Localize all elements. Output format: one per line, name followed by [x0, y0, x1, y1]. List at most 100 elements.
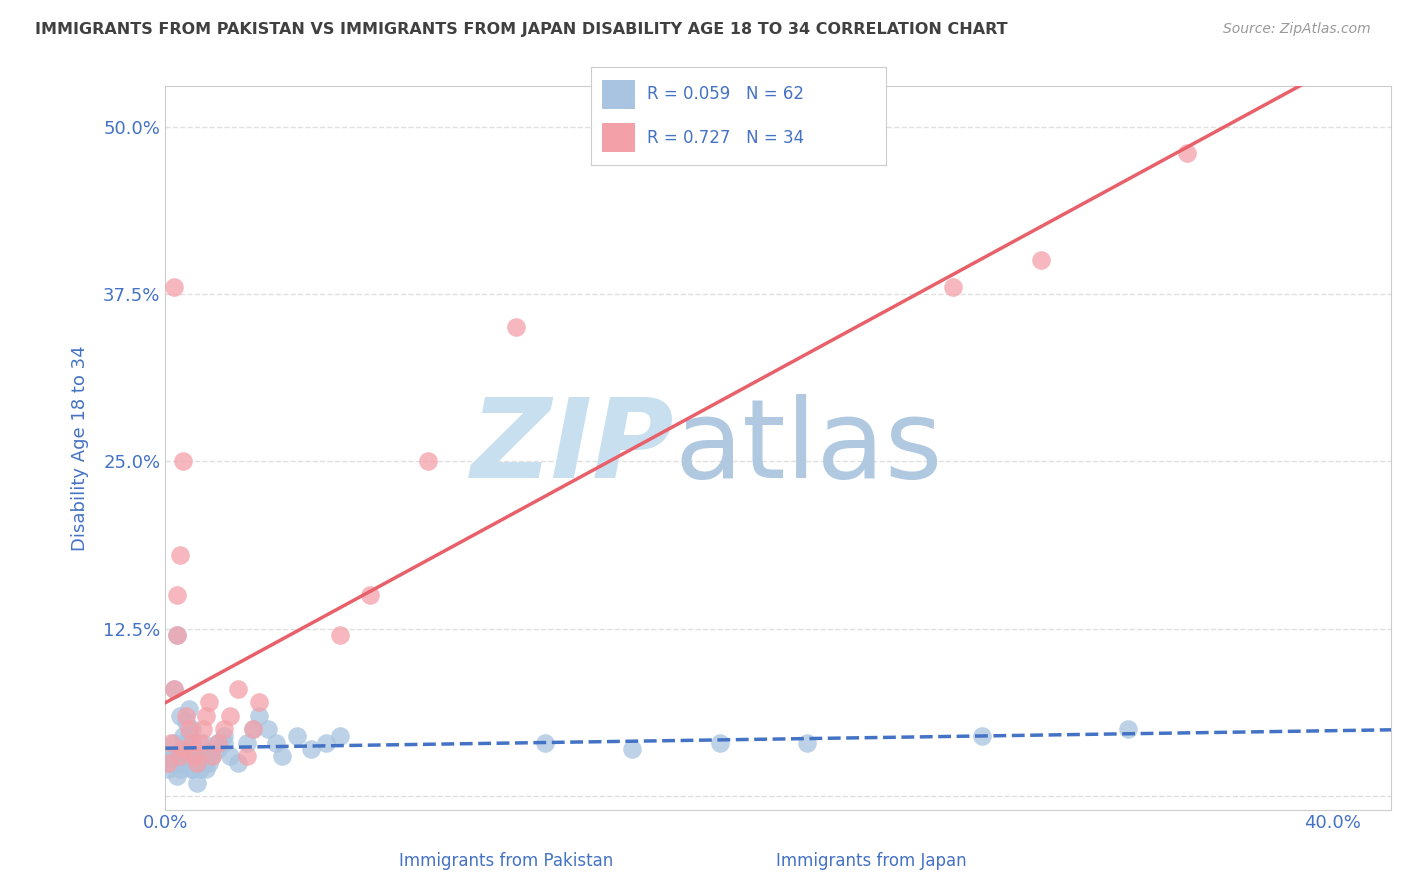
- Text: atlas: atlas: [673, 394, 942, 501]
- Point: [621, 742, 644, 756]
- Point: [172, 729, 194, 743]
- Point: [201, 742, 224, 756]
- Point: [359, 588, 381, 602]
- Point: [329, 729, 352, 743]
- Point: [183, 749, 205, 764]
- Bar: [602, 79, 636, 109]
- Point: [166, 588, 188, 602]
- Point: [236, 735, 259, 749]
- Point: [172, 756, 194, 770]
- Point: [796, 735, 818, 749]
- Point: [207, 735, 229, 749]
- Point: [172, 454, 194, 468]
- Point: [190, 735, 212, 749]
- Point: [942, 280, 965, 294]
- Point: [228, 681, 250, 696]
- Point: [160, 756, 183, 770]
- Point: [198, 695, 221, 709]
- Point: [1118, 722, 1140, 736]
- Point: [299, 742, 322, 756]
- Point: [193, 722, 215, 736]
- Point: [190, 763, 212, 777]
- Point: [195, 708, 218, 723]
- Point: [709, 735, 731, 749]
- Point: [247, 708, 270, 723]
- Point: [195, 763, 218, 777]
- Point: [198, 749, 221, 764]
- Point: [533, 735, 555, 749]
- Text: R = 0.059   N = 62: R = 0.059 N = 62: [647, 86, 804, 103]
- Point: [177, 722, 200, 736]
- Point: [157, 763, 180, 777]
- Point: [169, 749, 191, 764]
- Text: Immigrants from Japan: Immigrants from Japan: [776, 852, 967, 870]
- Point: [271, 749, 294, 764]
- Point: [193, 735, 215, 749]
- Point: [177, 742, 200, 756]
- Point: [242, 722, 264, 736]
- Point: [315, 735, 337, 749]
- Point: [172, 742, 194, 756]
- Point: [416, 454, 439, 468]
- Point: [160, 749, 183, 764]
- Text: Source: ZipAtlas.com: Source: ZipAtlas.com: [1223, 22, 1371, 37]
- Point: [228, 756, 250, 770]
- Y-axis label: Disability Age 18 to 34: Disability Age 18 to 34: [72, 345, 89, 550]
- Point: [166, 628, 188, 642]
- Point: [166, 628, 188, 642]
- Point: [174, 708, 197, 723]
- Point: [163, 280, 186, 294]
- Point: [236, 749, 259, 764]
- Point: [1029, 253, 1052, 268]
- Bar: [602, 123, 636, 153]
- Point: [207, 735, 229, 749]
- Point: [166, 756, 188, 770]
- Point: [163, 735, 186, 749]
- Point: [166, 769, 188, 783]
- Point: [212, 735, 235, 749]
- Point: [169, 548, 191, 562]
- Point: [180, 763, 202, 777]
- Point: [1175, 146, 1198, 161]
- Point: [186, 749, 208, 764]
- Point: [163, 749, 186, 764]
- Point: [169, 708, 191, 723]
- Text: R = 0.727   N = 34: R = 0.727 N = 34: [647, 128, 804, 146]
- Point: [186, 776, 208, 790]
- Text: Immigrants from Pakistan: Immigrants from Pakistan: [399, 852, 613, 870]
- Point: [174, 715, 197, 730]
- Point: [183, 749, 205, 764]
- Point: [177, 702, 200, 716]
- Point: [177, 729, 200, 743]
- Text: IMMIGRANTS FROM PAKISTAN VS IMMIGRANTS FROM JAPAN DISABILITY AGE 18 TO 34 CORREL: IMMIGRANTS FROM PAKISTAN VS IMMIGRANTS F…: [35, 22, 1008, 37]
- Point: [180, 735, 202, 749]
- Point: [256, 722, 278, 736]
- Point: [169, 749, 191, 764]
- Point: [180, 763, 202, 777]
- Point: [201, 749, 224, 764]
- Point: [180, 722, 202, 736]
- Point: [505, 320, 527, 334]
- Point: [285, 729, 308, 743]
- Point: [186, 756, 208, 770]
- Point: [193, 756, 215, 770]
- Point: [157, 756, 180, 770]
- Point: [174, 749, 197, 764]
- Point: [218, 749, 240, 764]
- Point: [207, 742, 229, 756]
- Point: [172, 742, 194, 756]
- Point: [169, 763, 191, 777]
- Text: ZIP: ZIP: [471, 394, 673, 501]
- Point: [183, 756, 205, 770]
- Point: [247, 695, 270, 709]
- Point: [201, 749, 224, 764]
- Point: [218, 708, 240, 723]
- Point: [329, 628, 352, 642]
- Point: [160, 735, 183, 749]
- Point: [186, 756, 208, 770]
- Point: [198, 756, 221, 770]
- Point: [163, 681, 186, 696]
- Point: [163, 681, 186, 696]
- Point: [212, 722, 235, 736]
- Point: [183, 756, 205, 770]
